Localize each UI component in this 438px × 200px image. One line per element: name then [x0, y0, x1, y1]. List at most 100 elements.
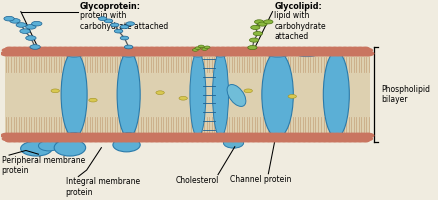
- Circle shape: [322, 136, 332, 141]
- Circle shape: [121, 138, 131, 143]
- Circle shape: [281, 136, 292, 141]
- Circle shape: [32, 136, 43, 141]
- Circle shape: [310, 133, 324, 139]
- Circle shape: [314, 135, 325, 140]
- Circle shape: [248, 138, 258, 143]
- Circle shape: [71, 47, 81, 51]
- Circle shape: [304, 49, 315, 55]
- Circle shape: [261, 48, 272, 53]
- Circle shape: [269, 138, 279, 143]
- Circle shape: [202, 49, 214, 55]
- Circle shape: [170, 136, 180, 141]
- Circle shape: [19, 135, 31, 140]
- Circle shape: [105, 135, 117, 140]
- Circle shape: [21, 133, 34, 139]
- Circle shape: [265, 51, 278, 57]
- Circle shape: [166, 49, 178, 55]
- Circle shape: [147, 47, 157, 51]
- Circle shape: [124, 48, 134, 53]
- Circle shape: [218, 138, 228, 143]
- Circle shape: [30, 47, 40, 51]
- Circle shape: [297, 136, 307, 141]
- Circle shape: [71, 51, 85, 57]
- Circle shape: [139, 136, 149, 141]
- Circle shape: [198, 45, 204, 48]
- Circle shape: [280, 51, 293, 57]
- Circle shape: [81, 138, 91, 143]
- Text: protein with
carbohydrate attached: protein with carbohydrate attached: [80, 11, 168, 31]
- Circle shape: [264, 20, 273, 24]
- Circle shape: [37, 136, 48, 141]
- Circle shape: [263, 49, 275, 55]
- Circle shape: [7, 48, 18, 53]
- Circle shape: [315, 51, 329, 57]
- Circle shape: [107, 133, 120, 139]
- Circle shape: [347, 136, 358, 141]
- Circle shape: [336, 51, 349, 57]
- Circle shape: [4, 49, 15, 55]
- Circle shape: [266, 136, 276, 141]
- Circle shape: [181, 49, 193, 55]
- Circle shape: [107, 51, 120, 57]
- Circle shape: [359, 49, 371, 55]
- Circle shape: [26, 51, 39, 57]
- Circle shape: [158, 133, 171, 139]
- Ellipse shape: [63, 48, 85, 57]
- Circle shape: [274, 47, 284, 51]
- Circle shape: [19, 49, 31, 55]
- Circle shape: [39, 49, 51, 55]
- Circle shape: [60, 49, 71, 55]
- Circle shape: [138, 133, 151, 139]
- Circle shape: [319, 135, 331, 140]
- Circle shape: [56, 133, 70, 139]
- Circle shape: [243, 49, 254, 55]
- Circle shape: [305, 133, 318, 139]
- Circle shape: [7, 136, 18, 141]
- Circle shape: [103, 136, 114, 141]
- Circle shape: [253, 49, 265, 55]
- Circle shape: [131, 47, 141, 51]
- Circle shape: [163, 51, 177, 57]
- Circle shape: [233, 138, 243, 143]
- Circle shape: [34, 49, 46, 55]
- Circle shape: [161, 49, 173, 55]
- Circle shape: [251, 136, 261, 141]
- Circle shape: [41, 133, 54, 139]
- Circle shape: [339, 135, 351, 140]
- Circle shape: [325, 51, 339, 57]
- Circle shape: [273, 135, 285, 140]
- Circle shape: [87, 133, 100, 139]
- Circle shape: [117, 133, 131, 139]
- Circle shape: [142, 133, 156, 139]
- Circle shape: [45, 47, 55, 51]
- Ellipse shape: [117, 51, 140, 138]
- Circle shape: [66, 51, 80, 57]
- Circle shape: [350, 138, 360, 143]
- Ellipse shape: [63, 133, 85, 142]
- Circle shape: [51, 133, 64, 139]
- Circle shape: [294, 138, 304, 143]
- Circle shape: [304, 138, 314, 143]
- Circle shape: [78, 136, 88, 141]
- Circle shape: [207, 49, 219, 55]
- Circle shape: [68, 48, 78, 53]
- Circle shape: [148, 133, 161, 139]
- Circle shape: [103, 48, 114, 53]
- Circle shape: [111, 47, 121, 51]
- Circle shape: [22, 48, 33, 53]
- Circle shape: [232, 49, 244, 55]
- Circle shape: [279, 138, 289, 143]
- Circle shape: [234, 133, 247, 139]
- Circle shape: [153, 51, 166, 57]
- Circle shape: [291, 136, 302, 141]
- Circle shape: [77, 51, 90, 57]
- Circle shape: [321, 51, 334, 57]
- Circle shape: [110, 49, 122, 55]
- Circle shape: [215, 48, 226, 53]
- Circle shape: [202, 135, 214, 140]
- Circle shape: [335, 138, 345, 143]
- Circle shape: [34, 135, 46, 140]
- Circle shape: [190, 136, 200, 141]
- Circle shape: [220, 136, 231, 141]
- Circle shape: [344, 49, 356, 55]
